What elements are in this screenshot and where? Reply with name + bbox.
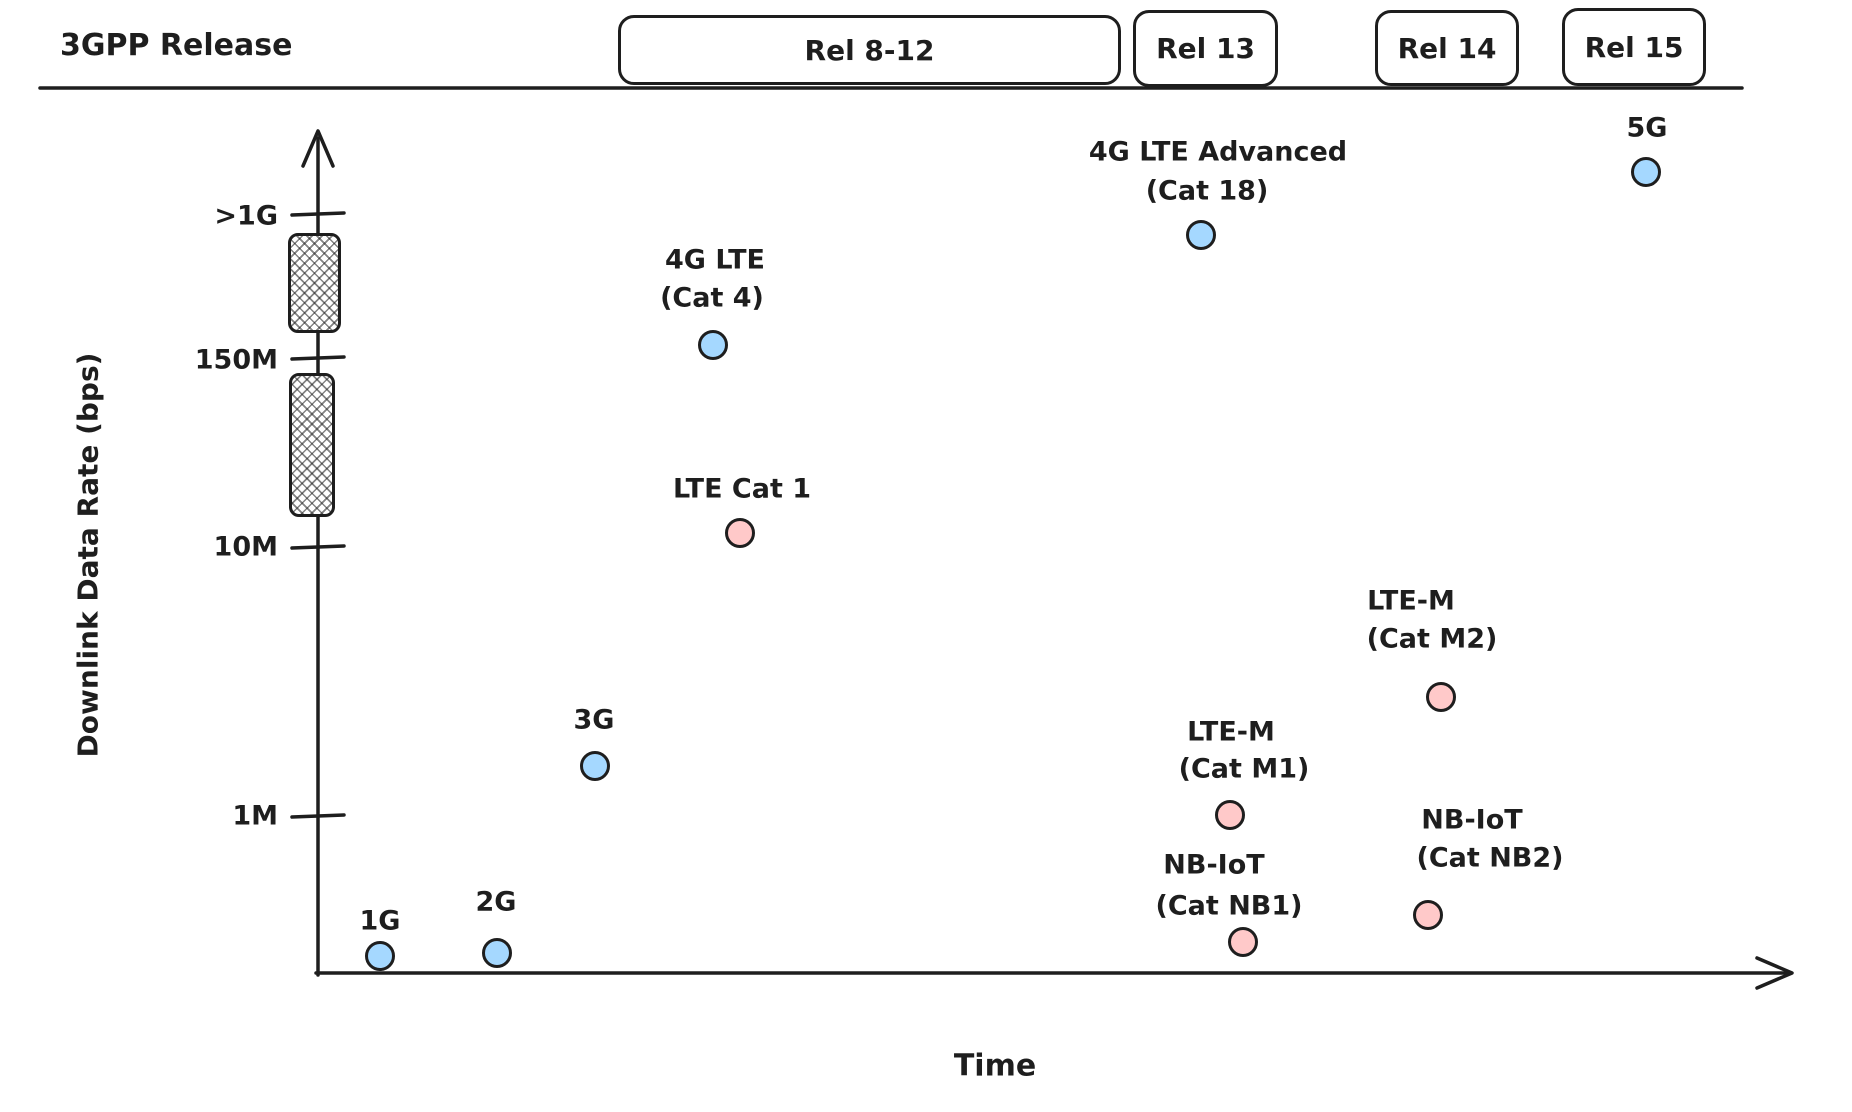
y-tick-150m <box>290 355 346 361</box>
point-label-4g-lte-advanced-line1: 4G LTE Advanced <box>1088 136 1348 168</box>
y-tick-label-150m: 150M <box>194 344 278 376</box>
point-label-lte-m-m2-line1: LTE-M <box>1367 585 1455 617</box>
point-label-nb-iot-nb1-line1: NB-IoT <box>1163 849 1265 881</box>
release-box-rel-8-12: Rel 8-12 <box>618 15 1121 85</box>
point-label-nb-iot-nb2-line1: NB-IoT <box>1421 804 1523 836</box>
point-label-1g: 1G <box>359 905 401 937</box>
point-label-lte-m-m1-line2: (Cat M1) <box>1178 753 1310 785</box>
y-tick-1m <box>290 813 346 819</box>
y-tick-label-1m: 1M <box>232 800 278 832</box>
point-label-4g-lte-line2: (Cat 4) <box>660 282 764 314</box>
point-lte-m-cat-m2 <box>1426 682 1456 712</box>
y-axis-break-lower <box>289 373 335 517</box>
release-box-label: Rel 14 <box>1397 31 1497 65</box>
point-4g-lte-advanced-cat18 <box>1186 220 1216 250</box>
header-title: 3GPP Release <box>60 28 293 63</box>
y-tick-10m <box>290 544 346 550</box>
point-1g <box>365 941 395 971</box>
point-label-4g-lte-line1: 4G LTE <box>665 244 765 276</box>
y-tick-label-10m: 10M <box>213 531 278 563</box>
y-axis-break-upper <box>288 233 341 333</box>
y-axis-arrowhead-icon <box>301 129 335 168</box>
point-2g <box>482 938 512 968</box>
point-label-2g: 2G <box>475 886 517 918</box>
point-label-3g: 3G <box>573 704 615 736</box>
point-nb-iot-cat-nb2 <box>1413 900 1443 930</box>
point-lte-cat1 <box>725 518 755 548</box>
point-label-4g-lte-advanced-line2: (Cat 18) <box>1145 175 1269 207</box>
point-4g-lte-cat4 <box>698 330 728 360</box>
y-tick-gt1g <box>290 211 346 217</box>
point-lte-m-cat-m1 <box>1215 800 1245 830</box>
release-box-rel-15: Rel 15 <box>1562 8 1706 86</box>
release-box-label: Rel 15 <box>1584 30 1684 64</box>
y-axis-title: Downlink Data Rate (bps) <box>71 352 105 758</box>
release-box-label: Rel 13 <box>1156 32 1255 65</box>
point-label-nb-iot-nb1-line2: (Cat NB1) <box>1155 890 1303 922</box>
point-3g <box>580 751 610 781</box>
point-label-lte-cat1: LTE Cat 1 <box>672 473 812 505</box>
point-label-lte-m-m2-line2: (Cat M2) <box>1366 623 1498 655</box>
point-label-lte-m-m1-line1: LTE-M <box>1187 716 1275 748</box>
release-box-rel-14: Rel 14 <box>1375 10 1519 86</box>
release-box-rel-13: Rel 13 <box>1133 10 1278 87</box>
point-label-5g: 5G <box>1626 112 1668 144</box>
x-axis-arrowhead-icon <box>1755 956 1794 990</box>
point-nb-iot-cat-nb1 <box>1228 927 1258 957</box>
point-5g <box>1631 157 1661 187</box>
y-tick-label-gt1g: >1G <box>214 200 278 232</box>
point-label-nb-iot-nb2-line2: (Cat NB2) <box>1416 842 1564 874</box>
x-axis-title: Time <box>953 1048 1037 1084</box>
release-box-label: Rel 8-12 <box>804 33 935 67</box>
